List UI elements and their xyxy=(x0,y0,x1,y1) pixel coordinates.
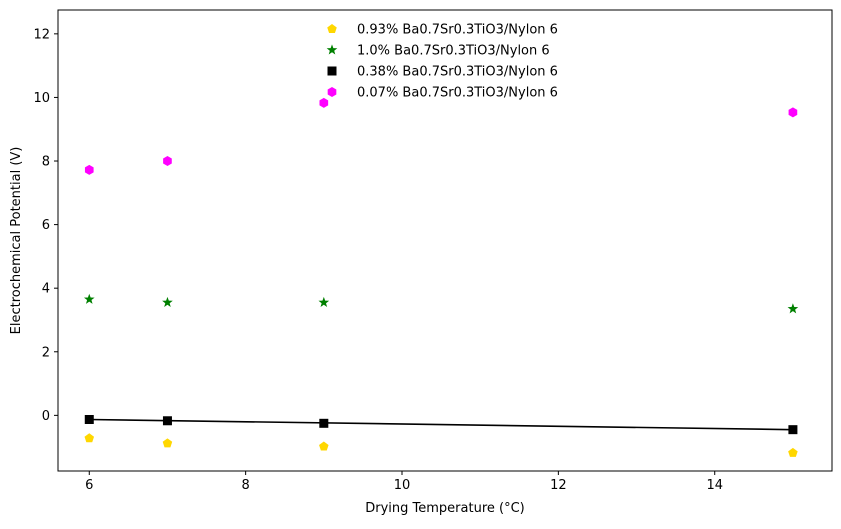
x-tick-label: 8 xyxy=(241,478,249,493)
y-axis-label: Electrochemical Potential (V) xyxy=(9,147,24,335)
legend-marker-2 xyxy=(326,44,338,55)
y-tick-label: 10 xyxy=(33,91,50,106)
legend-marker-3 xyxy=(327,66,337,76)
data-point-series-1 xyxy=(788,447,798,457)
y-tick-label: 0 xyxy=(42,409,50,424)
data-point-series-2 xyxy=(83,293,95,304)
data-point-series-3 xyxy=(788,425,798,435)
y-tick-label: 6 xyxy=(42,218,50,233)
data-point-series-4 xyxy=(319,97,329,108)
legend-label-3: 0.38% Ba0.7Sr0.3TiO3/Nylon 6 xyxy=(357,65,558,80)
data-point-series-4 xyxy=(84,164,94,175)
data-point-series-3 xyxy=(162,416,172,426)
x-tick-label: 10 xyxy=(394,478,411,493)
legend-label-1: 0.93% Ba0.7Sr0.3TiO3/Nylon 6 xyxy=(357,23,558,38)
x-tick-label: 14 xyxy=(706,478,723,493)
y-tick-label: 2 xyxy=(42,345,50,360)
data-point-series-2 xyxy=(162,296,173,308)
data-point-series-4 xyxy=(163,156,172,167)
data-point-series-3 xyxy=(319,418,329,428)
data-point-series-1 xyxy=(84,433,95,443)
data-point-series-4 xyxy=(788,107,798,118)
data-point-series-2 xyxy=(787,303,799,314)
y-tick-label: 8 xyxy=(42,155,50,170)
legend-marker-1 xyxy=(327,24,337,34)
data-point-series-1 xyxy=(162,438,173,448)
legend-label-2: 1.0% Ba0.7Sr0.3TiO3/Nylon 6 xyxy=(357,44,550,59)
y-tick-label: 12 xyxy=(33,27,50,42)
data-point-series-1 xyxy=(319,441,329,451)
x-axis-label: Drying Temperature (°C) xyxy=(365,501,525,516)
trend-line xyxy=(89,418,793,431)
x-tick-label: 6 xyxy=(85,478,93,493)
legend-label-4: 0.07% Ba0.7Sr0.3TiO3/Nylon 6 xyxy=(357,86,558,101)
x-tick-label: 12 xyxy=(550,478,567,493)
data-point-series-3 xyxy=(84,414,94,424)
data-point-series-2 xyxy=(318,296,330,308)
plot-frame xyxy=(57,9,833,472)
y-tick-label: 4 xyxy=(42,282,50,297)
legend-marker-4 xyxy=(327,87,337,97)
